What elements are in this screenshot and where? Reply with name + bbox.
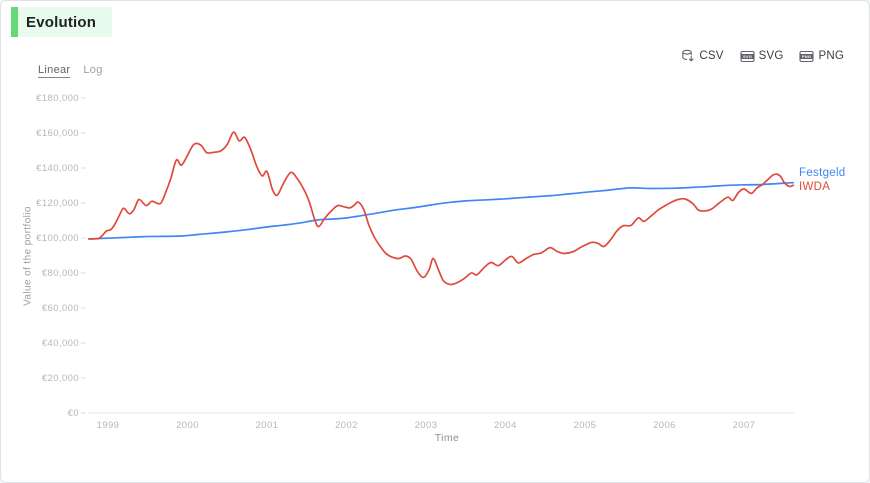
- y-tick-label: €0: [67, 408, 79, 419]
- y-axis-title: Value of the portfolio: [22, 206, 34, 306]
- legend-label-festgeld[interactable]: Festgeld: [799, 167, 846, 179]
- y-tick-label: €20,000: [41, 373, 79, 384]
- series-line-iwda: [88, 131, 795, 286]
- scale-toggle: Linear Log: [38, 64, 103, 78]
- y-tick-label: €80,000: [41, 268, 79, 279]
- export-toolbar: CSV SVG SVG PNG PNG: [681, 49, 844, 63]
- title-chip: Evolution: [11, 7, 113, 37]
- x-tick-label: 2000: [176, 420, 199, 431]
- svg-text:SVG: SVG: [743, 53, 752, 58]
- export-svg-label: SVG: [758, 50, 784, 62]
- x-tick-label: 2005: [573, 420, 597, 431]
- x-tick-label: 1999: [96, 420, 120, 431]
- export-png-button[interactable]: PNG PNG: [799, 50, 844, 63]
- y-tick-label: €100,000: [36, 233, 79, 244]
- series-line-festgeld: [88, 181, 795, 240]
- page-title: Evolution: [18, 7, 113, 37]
- database-export-icon: [682, 49, 694, 62]
- scale-option-linear[interactable]: Linear: [38, 64, 71, 78]
- x-tick-label: 2006: [653, 420, 676, 431]
- export-svg-button[interactable]: SVG SVG: [740, 50, 784, 63]
- title-accent-bar: [11, 7, 18, 37]
- y-tick-label: €40,000: [41, 338, 79, 349]
- x-tick-label: 2001: [255, 420, 279, 431]
- y-tick-label: €120,000: [36, 198, 79, 209]
- x-tick-label: 2007: [732, 420, 756, 431]
- scale-option-log[interactable]: Log: [83, 64, 103, 76]
- x-tick-label: 2004: [494, 420, 517, 431]
- export-csv-label: CSV: [699, 50, 724, 62]
- legend-label-iwda[interactable]: IWDA: [799, 181, 831, 193]
- file-badge-png-icon: PNG: [799, 50, 815, 62]
- x-tick-label: 2003: [414, 420, 438, 431]
- x-axis-title: Time: [434, 432, 460, 444]
- file-badge-svg-icon: SVG: [740, 50, 755, 62]
- svg-text:PNG: PNG: [802, 53, 811, 58]
- y-tick-label: €160,000: [36, 128, 79, 139]
- export-csv-button[interactable]: CSV: [681, 49, 723, 63]
- y-tick-label: €140,000: [36, 163, 79, 174]
- x-tick-label: 2002: [335, 420, 358, 431]
- y-tick-label: €180,000: [36, 93, 79, 104]
- export-png-label: PNG: [818, 50, 844, 62]
- y-tick-label: €60,000: [41, 303, 79, 314]
